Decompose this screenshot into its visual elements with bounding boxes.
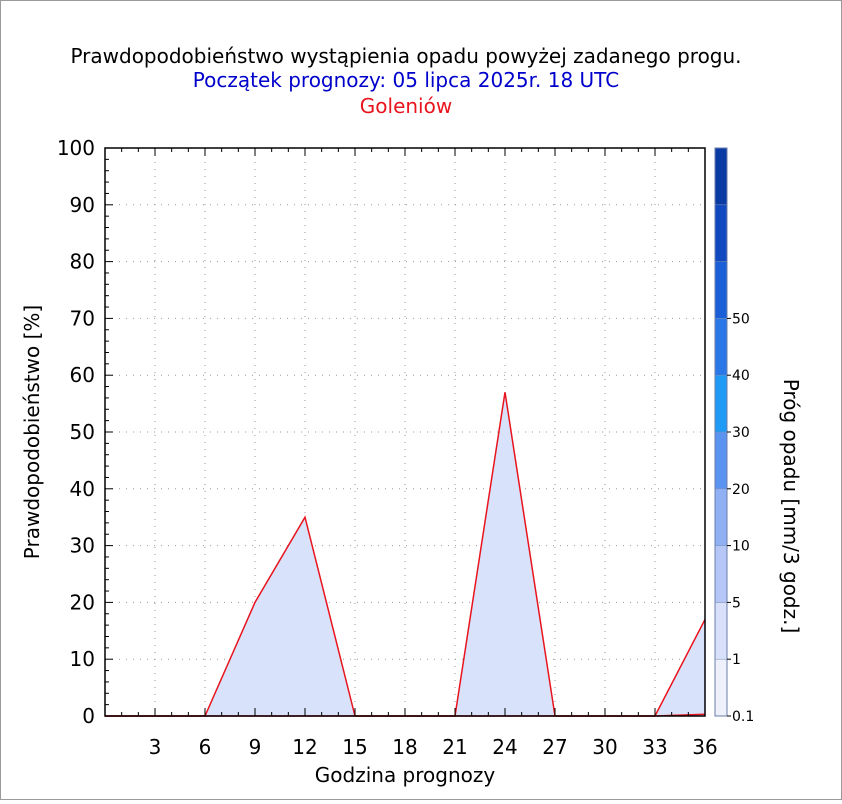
- x-tick-label: 15: [342, 735, 367, 759]
- colorbar-tick-label: 1: [732, 652, 741, 668]
- y-tick-label: 80: [70, 250, 95, 274]
- colorbar-tick-label: 0.1: [732, 709, 754, 725]
- colorbar-tick-label: 20: [732, 482, 750, 498]
- y-axis-ticks: 0 10 20 30 40 50 60 70 80 90 100: [57, 136, 95, 728]
- colorbar-segment: [714, 431, 728, 490]
- y-tick-label: 40: [70, 477, 95, 501]
- y-tick-label: 100: [57, 136, 95, 160]
- x-tick-label: 21: [442, 735, 467, 759]
- chart-subtitle: Początek prognozy: 05 lipca 2025r. 18 UT…: [193, 68, 619, 92]
- colorbar-tick-label: 5: [732, 595, 741, 611]
- colorbar-segment: [714, 318, 728, 376]
- colorbar-segment: [714, 602, 728, 660]
- x-tick-label: 24: [492, 735, 517, 759]
- colorbar-tick-label: 50: [732, 311, 750, 327]
- minor-ticks: [104, 147, 706, 717]
- y-axis-label: Prawdopodobieństwo [%]: [20, 305, 44, 559]
- y-tick-label: 20: [70, 590, 95, 614]
- y-tick-label: 70: [70, 306, 95, 330]
- plot-border: [104, 147, 706, 717]
- threshold-colorbar: 0.1 1 5 10 20 30 40 50: [714, 147, 754, 725]
- colorbar-segment: [714, 545, 728, 603]
- colorbar-segment: [714, 488, 728, 546]
- colorbar-label: Próg opadu [mm/3 godz.]: [779, 379, 803, 634]
- colorbar-segment: [714, 204, 728, 262]
- x-tick-label: 33: [642, 735, 667, 759]
- chart-title: Prawdopodobieństwo wystąpienia opadu pow…: [70, 44, 741, 68]
- y-tick-label: 0: [82, 704, 95, 728]
- y-tick-label: 50: [70, 420, 95, 444]
- y-tick-label: 60: [70, 363, 95, 387]
- x-tick-label: 3: [149, 735, 162, 759]
- x-tick-label: 27: [542, 735, 567, 759]
- x-tick-label: 9: [249, 735, 262, 759]
- colorbar-tick-label: 30: [732, 425, 750, 441]
- colorbar-segment: [714, 374, 728, 433]
- x-axis-ticks: 3 6 9 12 15 18 21 24 27 30 33 36: [149, 735, 718, 759]
- x-tick-label: 12: [292, 735, 317, 759]
- station-name: Goleniów: [360, 94, 452, 118]
- colorbar-segment: [714, 658, 728, 717]
- x-tick-label: 6: [199, 735, 212, 759]
- y-tick-label: 30: [70, 534, 95, 558]
- y-tick-label: 90: [70, 193, 95, 217]
- x-tick-label: 30: [592, 735, 617, 759]
- y-tick-label: 10: [70, 647, 95, 671]
- x-axis-label: Godzina prognozy: [315, 763, 496, 787]
- colorbar-tick-label: 40: [732, 368, 750, 384]
- colorbar-segment: [714, 261, 728, 319]
- colorbar-tick-label: 10: [732, 539, 750, 555]
- grid-lines: [105, 148, 705, 716]
- x-tick-label: 36: [692, 735, 717, 759]
- colorbar-segment: [714, 147, 728, 206]
- x-tick-label: 18: [392, 735, 417, 759]
- series-area: [105, 392, 705, 716]
